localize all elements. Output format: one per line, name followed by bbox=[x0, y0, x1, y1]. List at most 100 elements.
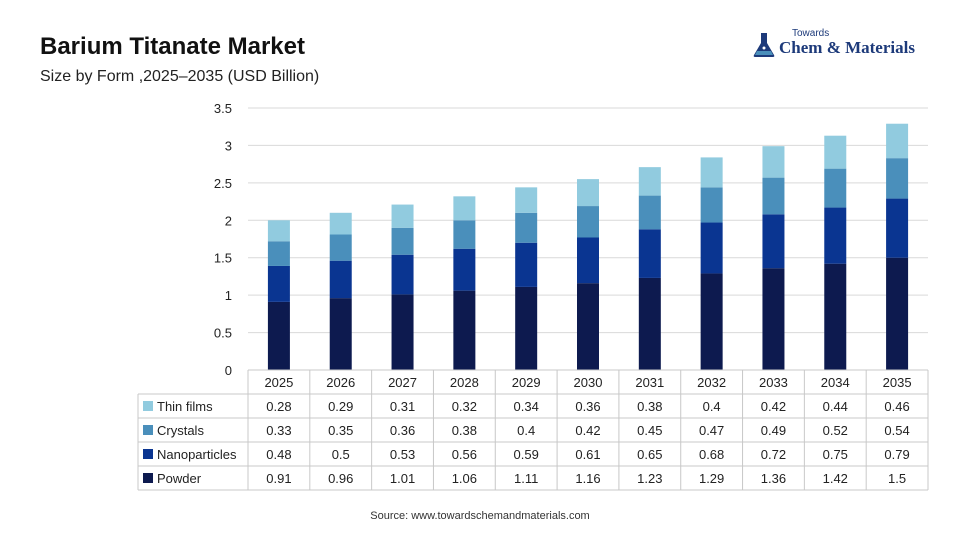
bar-segment bbox=[453, 196, 476, 221]
data-label: 0.46 bbox=[884, 399, 909, 414]
bar-segment bbox=[453, 290, 476, 370]
data-label: 0.72 bbox=[761, 447, 786, 462]
data-label: 0.38 bbox=[452, 423, 477, 438]
legend-label: Thin films bbox=[157, 399, 213, 414]
data-label: 0.65 bbox=[637, 447, 662, 462]
data-label: 0.38 bbox=[637, 399, 662, 414]
data-label: 0.54 bbox=[884, 423, 909, 438]
data-label: 0.44 bbox=[823, 399, 848, 414]
bar-segment bbox=[515, 187, 538, 213]
data-label: 0.45 bbox=[637, 423, 662, 438]
data-label: 0.47 bbox=[699, 423, 724, 438]
logo-main-text: Chem & Materials bbox=[779, 38, 915, 57]
data-label: 0.96 bbox=[328, 471, 353, 486]
data-label: 0.36 bbox=[575, 399, 600, 414]
data-label: 0.79 bbox=[884, 447, 909, 462]
bar-segment bbox=[824, 263, 847, 370]
bar-segment bbox=[267, 265, 290, 302]
bar-segment bbox=[886, 198, 909, 258]
bar-segment bbox=[762, 177, 785, 215]
bar-segment bbox=[700, 157, 723, 188]
data-label: 0.35 bbox=[328, 423, 353, 438]
bar-segment bbox=[824, 207, 847, 264]
legend-label: Crystals bbox=[157, 423, 204, 438]
bar-segment bbox=[515, 212, 538, 243]
data-label: 0.75 bbox=[823, 447, 848, 462]
legend-label: Nanoparticles bbox=[157, 447, 237, 462]
data-label: 0.36 bbox=[390, 423, 415, 438]
y-tick-label: 1.5 bbox=[214, 251, 232, 266]
y-tick-label: 1 bbox=[225, 288, 232, 303]
bar-segment bbox=[886, 123, 909, 159]
bar-segment bbox=[824, 135, 847, 169]
x-tick-label: 2026 bbox=[326, 375, 355, 390]
bar-segment bbox=[329, 298, 352, 370]
x-tick-label: 2034 bbox=[821, 375, 850, 390]
bar-segment bbox=[700, 222, 723, 274]
bar-segment bbox=[638, 277, 661, 370]
x-tick-label: 2032 bbox=[697, 375, 726, 390]
x-tick-label: 2028 bbox=[450, 375, 479, 390]
x-tick-label: 2035 bbox=[883, 375, 912, 390]
bar-segment bbox=[577, 206, 599, 238]
data-label: 1.42 bbox=[823, 471, 848, 486]
legend-swatch bbox=[143, 473, 153, 483]
bar-segment bbox=[329, 212, 352, 235]
bar-segment bbox=[515, 242, 538, 287]
data-label: 0.42 bbox=[575, 423, 600, 438]
bar-segment bbox=[453, 220, 476, 249]
x-tick-label: 2027 bbox=[388, 375, 417, 390]
bar-segment bbox=[267, 220, 290, 242]
data-label: 0.28 bbox=[266, 399, 291, 414]
data-label: 0.31 bbox=[390, 399, 415, 414]
bar-segment bbox=[824, 168, 847, 208]
bar-segment bbox=[700, 187, 723, 223]
data-label: 0.42 bbox=[761, 399, 786, 414]
bar-segment bbox=[329, 260, 352, 299]
data-label: 0.34 bbox=[514, 399, 539, 414]
bar-segment bbox=[391, 294, 414, 370]
bar-segment bbox=[700, 273, 723, 370]
data-label: 0.59 bbox=[514, 447, 539, 462]
data-label: 1.01 bbox=[390, 471, 415, 486]
data-label: 0.33 bbox=[266, 423, 291, 438]
logo-top-text: Towards bbox=[792, 28, 830, 39]
bar-segment bbox=[638, 195, 661, 230]
y-tick-label: 2.5 bbox=[214, 176, 232, 191]
data-label: 1.06 bbox=[452, 471, 477, 486]
y-tick-label: 2 bbox=[225, 213, 232, 228]
x-tick-label: 2025 bbox=[264, 375, 293, 390]
bar-segment bbox=[391, 204, 414, 228]
bar-segment bbox=[886, 158, 909, 199]
bar-segment bbox=[453, 248, 476, 291]
y-tick-label: 0.5 bbox=[214, 326, 232, 341]
bar-segment bbox=[886, 257, 909, 370]
legend-swatch bbox=[143, 425, 153, 435]
brand-logo: Towards Chem & Materials bbox=[752, 28, 942, 62]
bar-segment bbox=[577, 237, 599, 284]
legend-swatch bbox=[143, 401, 153, 411]
data-label: 0.5 bbox=[332, 447, 350, 462]
bar-segment bbox=[391, 254, 414, 295]
data-label: 0.56 bbox=[452, 447, 477, 462]
data-label: 0.68 bbox=[699, 447, 724, 462]
data-label: 0.48 bbox=[266, 447, 291, 462]
data-label: 0.32 bbox=[452, 399, 477, 414]
x-tick-label: 2033 bbox=[759, 375, 788, 390]
data-label: 1.29 bbox=[699, 471, 724, 486]
legend-swatch bbox=[143, 449, 153, 459]
legend-label: Powder bbox=[157, 471, 202, 486]
bar-segment bbox=[329, 234, 352, 261]
source-note: Source: www.towardschemandmaterials.com bbox=[370, 510, 590, 522]
y-tick-label: 3.5 bbox=[214, 101, 232, 116]
chart-title: Barium Titanate Market bbox=[40, 33, 305, 60]
bar-segment bbox=[391, 227, 414, 255]
bar-segment bbox=[267, 301, 290, 370]
data-label: 0.4 bbox=[517, 423, 535, 438]
data-label: 0.4 bbox=[703, 399, 721, 414]
data-label: 0.61 bbox=[575, 447, 600, 462]
x-tick-label: 2030 bbox=[574, 375, 603, 390]
data-label: 1.23 bbox=[637, 471, 662, 486]
y-tick-label: 0 bbox=[225, 363, 232, 378]
data-label: 1.16 bbox=[575, 471, 600, 486]
